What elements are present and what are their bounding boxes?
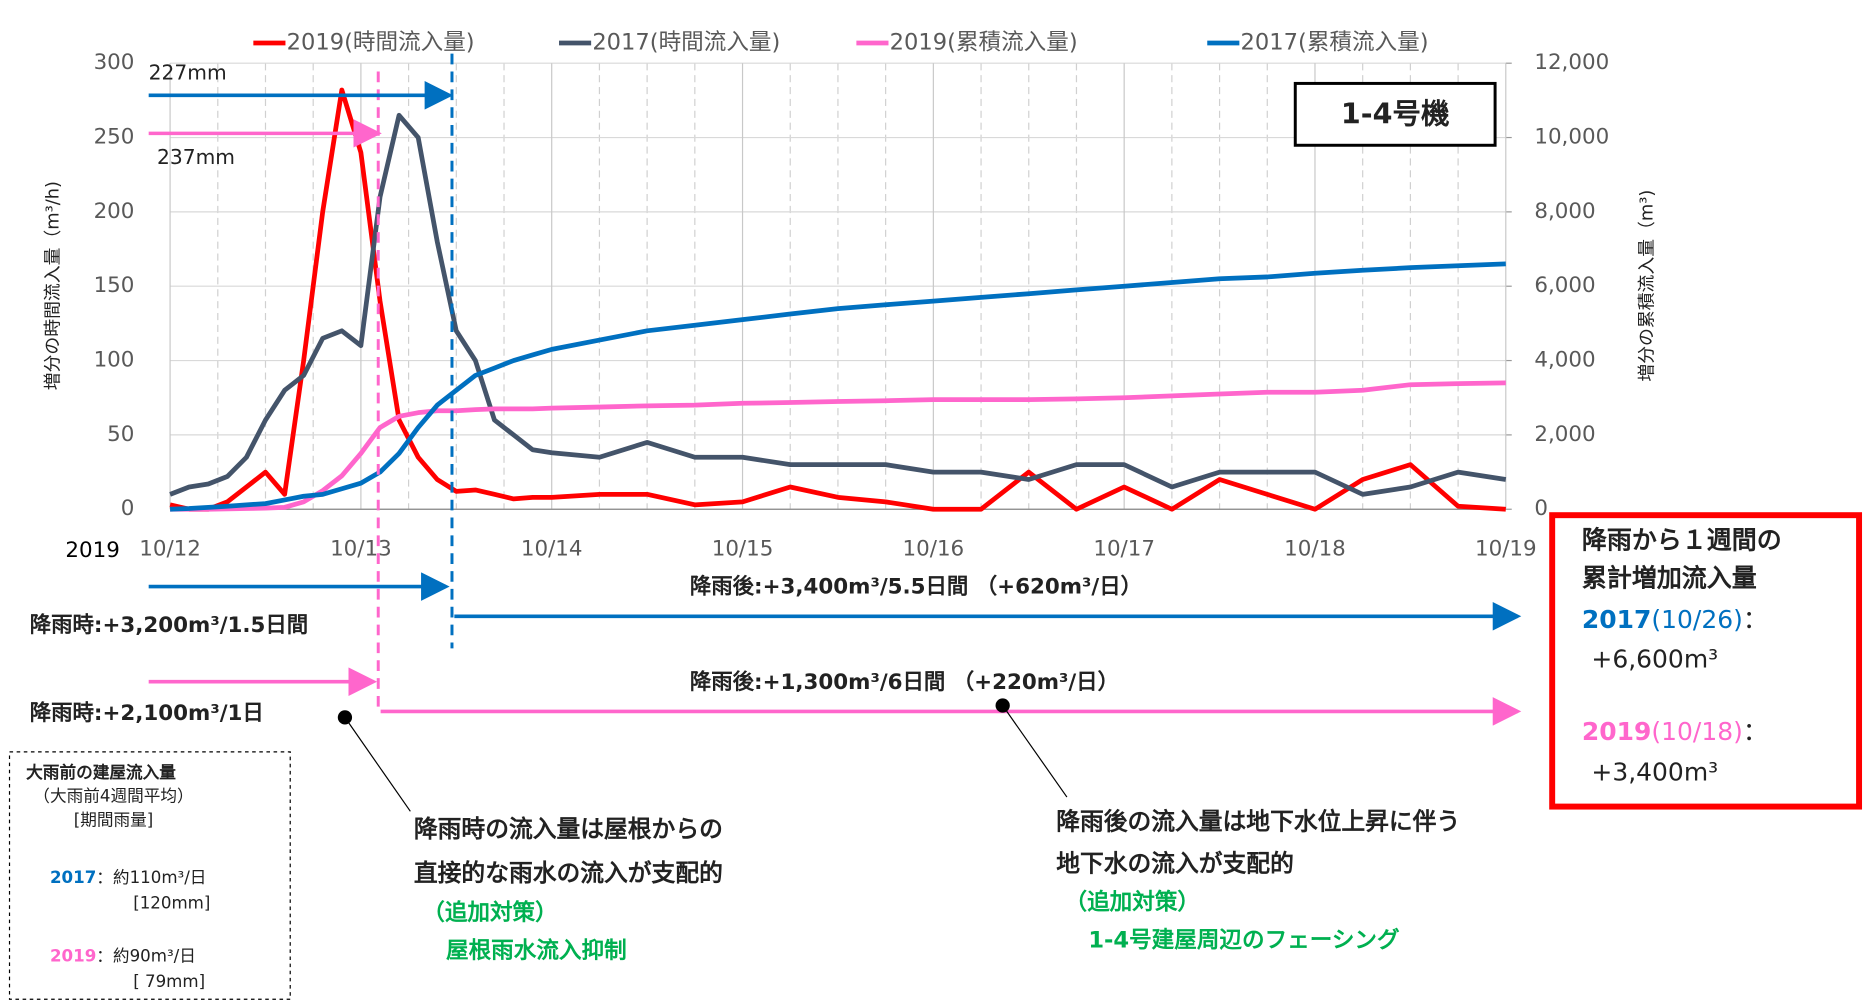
x-tick-label: 10/16 bbox=[903, 537, 965, 562]
annotation: 降雨後:+1,300m³/6日間 （+220m³/日） bbox=[690, 669, 1119, 695]
series-line bbox=[169, 261, 1506, 512]
y2-tick-label: 2,000 bbox=[1534, 422, 1595, 447]
y2-tick-label: 4,000 bbox=[1534, 348, 1595, 373]
unit-label: 1-4号機 bbox=[1341, 98, 1450, 131]
summary-box bbox=[1549, 512, 1863, 810]
baseline-text: [ 79mm] bbox=[133, 972, 205, 991]
y-tick-label: 100 bbox=[94, 348, 135, 373]
summary-title: 累計増加流入量 bbox=[1582, 563, 1757, 592]
callout-line bbox=[344, 717, 411, 812]
y2-tick-label: 0 bbox=[1534, 496, 1548, 521]
x-year: 2019 bbox=[65, 538, 119, 563]
annotation: 降雨時:+3,200m³/1.5日間 bbox=[30, 613, 308, 638]
y-tick-label: 150 bbox=[94, 273, 135, 298]
y2-axis-title: 増分の累積流入量（m³) bbox=[1636, 190, 1657, 382]
summary-title: 降雨から１週間の bbox=[1582, 525, 1782, 554]
year: 2017 bbox=[50, 867, 96, 886]
baseline-text: [期間雨量] bbox=[74, 810, 154, 829]
measure: （追加対策） bbox=[1065, 888, 1200, 915]
series-line bbox=[170, 380, 1506, 512]
unit-box bbox=[1293, 81, 1497, 147]
callout-line bbox=[1002, 705, 1068, 798]
measure: （追加対策） bbox=[422, 899, 557, 926]
y-tick-label: 250 bbox=[94, 125, 135, 150]
legend-label: 2017(時間流入量) bbox=[592, 29, 780, 55]
x-tick-label: 10/15 bbox=[712, 537, 774, 562]
series-line bbox=[169, 87, 1506, 512]
baseline-text: （大雨前4週間平均） bbox=[33, 787, 193, 806]
year: 2017 bbox=[1582, 605, 1651, 634]
y-axis-title: 増分の時間流入量（m³/h) bbox=[43, 181, 64, 390]
x-tick-label: 10/13 bbox=[330, 537, 392, 562]
annotation: 227mm bbox=[149, 60, 227, 84]
plot-area: 0 50 100 150 200 250 300 0 2,000 4,000 6,000 8,000 1… bbox=[43, 50, 1658, 563]
baseline-line: 2019：約90m³/日 bbox=[50, 946, 196, 965]
x-tick-label: 10/14 bbox=[521, 537, 583, 562]
annotation: 237mm bbox=[157, 145, 235, 169]
measure: 1-4号建屋周辺のフェーシング bbox=[1088, 926, 1400, 953]
y-tick-label: 200 bbox=[94, 199, 135, 224]
year: 2019 bbox=[50, 946, 96, 965]
baseline-title: 大雨前の建屋流入量 bbox=[26, 762, 176, 782]
baseline-line: 2017：約110m³/日 bbox=[50, 867, 206, 886]
sep: ： bbox=[1743, 717, 1768, 746]
x-tick-label: 10/17 bbox=[1093, 537, 1155, 562]
y-tick-label: 50 bbox=[107, 422, 134, 447]
note: 直接的な雨水の流入が支配的 bbox=[414, 859, 723, 887]
y2-tick-label: 6,000 bbox=[1534, 273, 1595, 298]
baseline-text: [120mm] bbox=[133, 894, 210, 913]
x-tick-label: 10/19 bbox=[1475, 537, 1537, 562]
summary-value: +3,400m³ bbox=[1591, 757, 1718, 786]
legend-label: 2017(累積流入量) bbox=[1241, 29, 1429, 55]
annotation: 降雨時:+2,100m³/1日 bbox=[30, 701, 264, 726]
rate: ：約90m³/日 bbox=[96, 946, 196, 965]
annotation: 降雨後:+3,400m³/5.5日間 （+620m³/日） bbox=[690, 574, 1142, 600]
date: (10/18) bbox=[1651, 717, 1742, 746]
summary-line: 2017(10/26)： bbox=[1582, 605, 1768, 634]
x-tick-label: 10/18 bbox=[1284, 537, 1346, 562]
legend-label: 2019(累積流入量) bbox=[890, 29, 1078, 55]
note: 降雨時の流入量は屋根からの bbox=[414, 815, 723, 843]
date: (10/26) bbox=[1651, 605, 1742, 634]
year: 2019 bbox=[1582, 717, 1651, 746]
x-tick-label: 10/12 bbox=[139, 537, 201, 562]
note: 降雨後の流入量は地下水位上昇に伴う bbox=[1056, 808, 1460, 836]
y2-tick-label: 10,000 bbox=[1534, 125, 1609, 150]
summary-value: +6,600m³ bbox=[1591, 644, 1718, 673]
measure: 屋根雨水流入抑制 bbox=[446, 937, 627, 964]
summary-line: 2019(10/18)： bbox=[1582, 717, 1768, 746]
rate: ：約110m³/日 bbox=[96, 867, 206, 886]
y-tick-label: 300 bbox=[94, 50, 135, 75]
legend-label: 2019(時間流入量) bbox=[287, 29, 475, 55]
y-tick-label: 0 bbox=[121, 496, 135, 521]
sep: ： bbox=[1743, 605, 1768, 634]
y2-tick-label: 12,000 bbox=[1534, 50, 1609, 75]
note: 地下水の流入が支配的 bbox=[1056, 849, 1294, 877]
series-line bbox=[169, 112, 1507, 497]
y2-tick-label: 8,000 bbox=[1534, 199, 1595, 224]
